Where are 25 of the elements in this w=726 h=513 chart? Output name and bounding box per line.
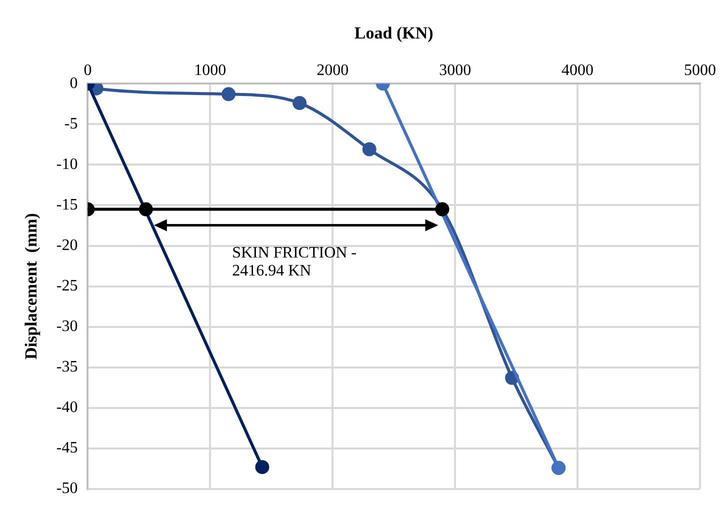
y-tick-label: -10 bbox=[56, 156, 78, 173]
point bbox=[255, 460, 270, 474]
y-tick-label: -45 bbox=[56, 440, 78, 457]
point bbox=[292, 96, 307, 110]
x-tick-label: 4000 bbox=[562, 62, 594, 80]
x-axis-title: Load (KN) bbox=[354, 24, 434, 43]
x-tick-label: 5000 bbox=[684, 62, 716, 80]
y-tick-label: -50 bbox=[56, 480, 78, 498]
y-tick-label: -25 bbox=[56, 278, 78, 295]
point bbox=[362, 142, 376, 156]
point bbox=[138, 202, 153, 216]
x-tick-label: 2000 bbox=[316, 62, 349, 80]
y-tick-label: -35 bbox=[56, 358, 78, 376]
y-tick-label: -5 bbox=[64, 115, 78, 132]
y-tick-label: -30 bbox=[56, 318, 78, 336]
x-tick-label: 1000 bbox=[194, 62, 226, 80]
y-tick-label: -40 bbox=[56, 399, 78, 416]
y-tick-label: -20 bbox=[56, 236, 78, 254]
x-tick-label: 3000 bbox=[439, 62, 472, 80]
y-tick-label: -15 bbox=[56, 196, 78, 214]
y-tick-label: 0 bbox=[70, 74, 78, 92]
point bbox=[222, 87, 236, 102]
x-tick-label: 0 bbox=[84, 62, 92, 80]
annotation: SKIN FRICTION - 2416.94 KN bbox=[232, 244, 357, 280]
y-axis-title: Displacement (mm) bbox=[22, 213, 41, 360]
